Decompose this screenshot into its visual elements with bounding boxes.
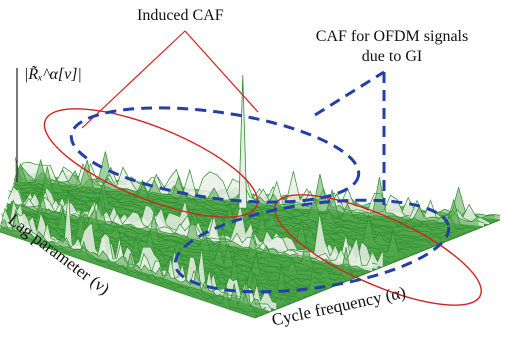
- ofdm-caf-label-line1: CAF for OFDM signals: [315, 28, 469, 45]
- blue-ellipse-upper: [69, 106, 361, 204]
- annotation-overlays: [43, 30, 482, 306]
- red-leader-right: [184, 30, 259, 113]
- surface-row-line: [4, 202, 320, 289]
- surface-row-fill: [7, 190, 357, 278]
- surface-row-fill: [0, 225, 255, 318]
- surface-row-fill: [5, 205, 335, 286]
- ofdm-caf-label: CAF for OFDM signals due to GI: [297, 27, 487, 67]
- surface-row-fill: [7, 197, 367, 274]
- ofdm-caf-label-line2: due to GI: [361, 48, 423, 65]
- surface-row-fill: [11, 182, 415, 255]
- surface-row-fill: [8, 188, 378, 269]
- surface-row-line: [0, 227, 261, 313]
- surface-row-fill: [0, 209, 266, 314]
- red-leader-left: [81, 30, 186, 129]
- surface-row-line: [9, 194, 400, 255]
- blue-leader-upper: [314, 70, 385, 117]
- surface-row-fill: [16, 162, 490, 225]
- surface-row-line: [12, 188, 431, 244]
- induced-caf-label: Induced CAF: [137, 7, 224, 24]
- red-ellipse-left: [43, 108, 259, 218]
- surface-row-line: [0, 224, 256, 313]
- red-ellipse-right: [274, 194, 482, 306]
- z-axis-label: |R̃ₓ^α[ν]|: [24, 66, 82, 83]
- surface-row-fill: [13, 179, 447, 242]
- surface-row-line: [13, 183, 453, 238]
- caf-surface: [0, 74, 501, 319]
- blue-ellipse-lower: [173, 198, 451, 294]
- surface-row-fill: [15, 157, 474, 231]
- surface-row-fill: [4, 204, 319, 293]
- surface-row-line: [4, 212, 325, 285]
- surface-row-fill: [8, 187, 383, 267]
